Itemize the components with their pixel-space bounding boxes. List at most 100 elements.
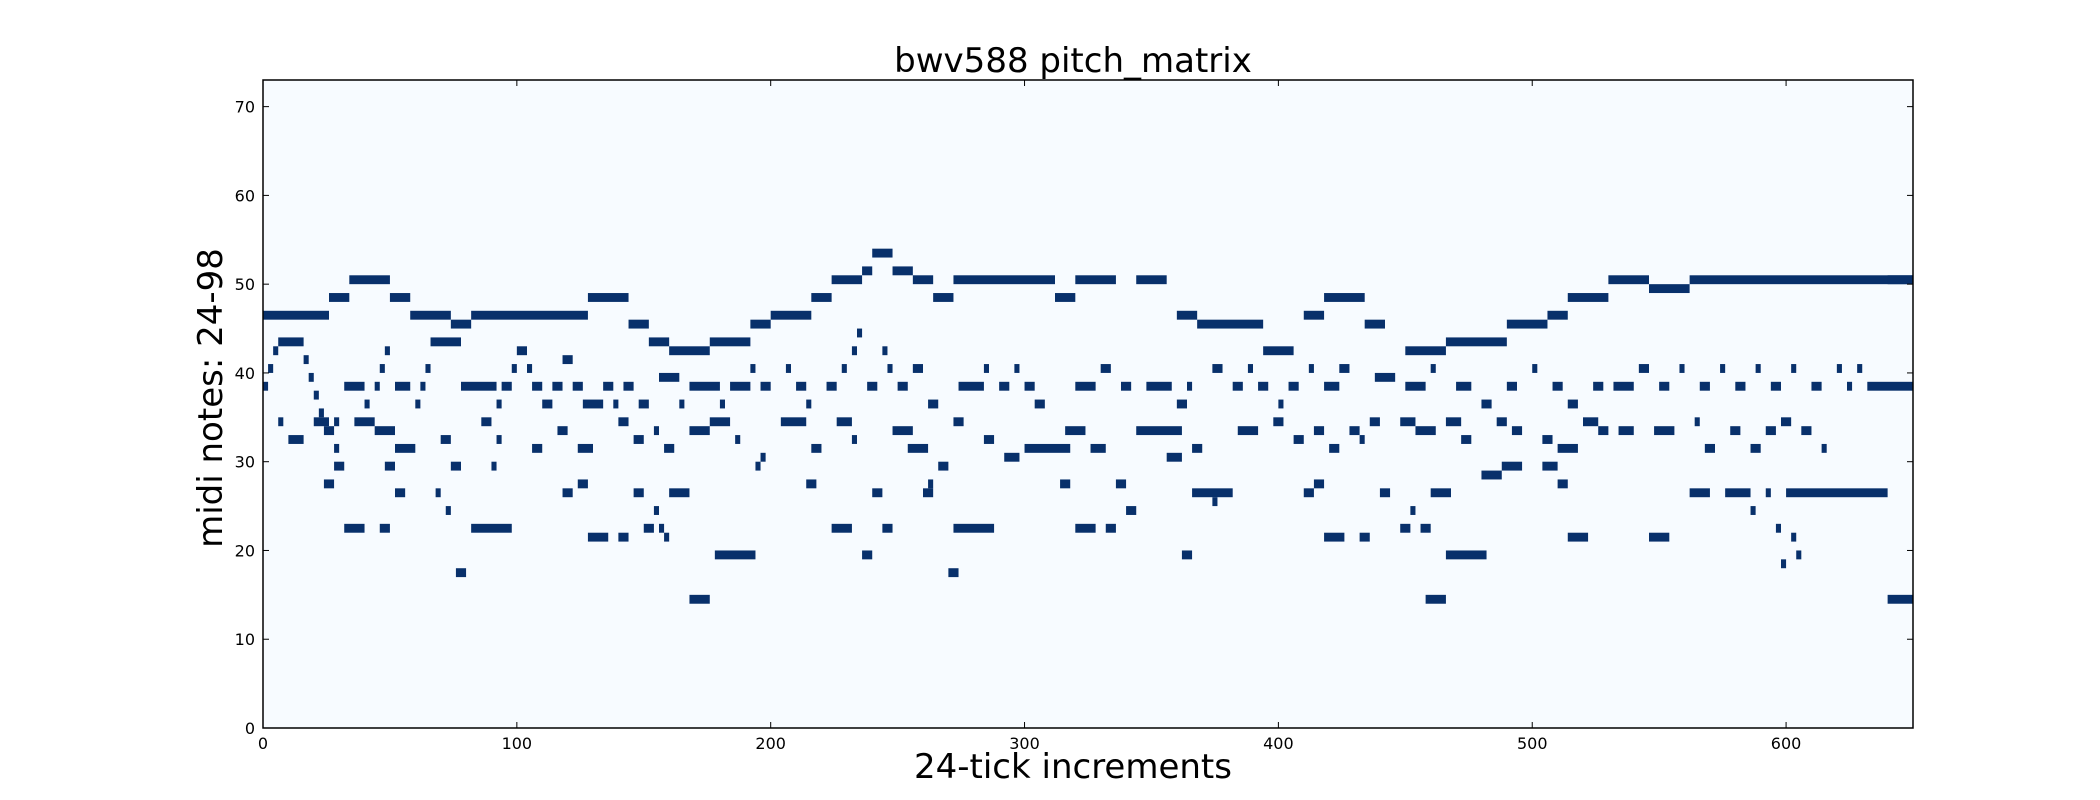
note-cell bbox=[714, 550, 756, 560]
note-cell bbox=[719, 399, 725, 409]
note-cell bbox=[1593, 381, 1604, 391]
x-tick-label: 300 bbox=[1009, 734, 1040, 753]
note-cell bbox=[1791, 532, 1797, 542]
note-cell bbox=[1303, 488, 1314, 498]
note-cell bbox=[1659, 381, 1670, 391]
note-cell bbox=[1775, 523, 1781, 533]
note-cell bbox=[1511, 426, 1523, 436]
note-cell bbox=[445, 506, 451, 515]
note-cell bbox=[643, 523, 654, 533]
note-cell bbox=[1187, 381, 1193, 391]
chart-title: bwv588 pitch_matrix bbox=[894, 41, 1252, 81]
note-cell bbox=[613, 399, 619, 409]
note-cell bbox=[1090, 443, 1106, 453]
note-cell bbox=[892, 266, 913, 276]
note-cell bbox=[1273, 417, 1284, 427]
note-cell bbox=[1181, 550, 1193, 560]
note-cell bbox=[653, 426, 659, 436]
note-cell bbox=[1313, 426, 1325, 436]
note-cell bbox=[1060, 479, 1071, 489]
note-cell bbox=[278, 417, 284, 427]
note-cell bbox=[1618, 426, 1634, 436]
x-tick-label: 600 bbox=[1771, 734, 1802, 753]
note-cell bbox=[653, 506, 659, 515]
note-cell bbox=[618, 532, 629, 542]
note-cell bbox=[958, 381, 984, 391]
note-cell bbox=[867, 381, 878, 391]
note-cell bbox=[532, 381, 543, 391]
note-cell bbox=[1887, 594, 1913, 604]
note-cell bbox=[501, 381, 512, 391]
note-cell bbox=[1786, 488, 1888, 498]
note-cell bbox=[313, 390, 319, 400]
note-cell bbox=[1456, 381, 1472, 391]
note-cell bbox=[659, 523, 665, 533]
note-cells bbox=[263, 248, 1913, 604]
note-cell bbox=[1836, 364, 1842, 373]
note-cell bbox=[384, 461, 395, 471]
note-cell bbox=[953, 275, 1055, 285]
y-axis-label: midi notes: 24-98 bbox=[191, 248, 231, 548]
note-cell bbox=[1405, 381, 1426, 391]
note-cell bbox=[1237, 426, 1259, 436]
note-cell bbox=[1689, 275, 1913, 285]
note-cell bbox=[273, 346, 279, 356]
y-tick-label: 20 bbox=[235, 541, 255, 560]
note-cell bbox=[659, 372, 680, 382]
note-cell bbox=[1501, 461, 1523, 471]
note-cell bbox=[907, 443, 929, 453]
note-cell bbox=[862, 266, 873, 276]
note-cell bbox=[374, 426, 395, 436]
note-cell bbox=[806, 399, 812, 409]
note-cell bbox=[288, 435, 304, 444]
note-cell bbox=[948, 568, 959, 578]
note-cell bbox=[1887, 275, 1913, 285]
note-cell bbox=[826, 381, 837, 391]
note-cell bbox=[481, 417, 492, 427]
note-cell bbox=[471, 310, 588, 320]
note-cell bbox=[938, 461, 949, 471]
note-cell bbox=[268, 364, 274, 373]
note-cell bbox=[1506, 319, 1548, 329]
note-cell bbox=[364, 399, 370, 409]
note-cell bbox=[1359, 532, 1370, 542]
y-tick-label: 50 bbox=[235, 275, 255, 294]
note-cell bbox=[689, 381, 720, 391]
note-cell bbox=[1379, 488, 1391, 498]
note-cell bbox=[496, 435, 502, 444]
note-cell bbox=[1532, 364, 1538, 373]
note-cell bbox=[709, 417, 731, 427]
plot-area bbox=[262, 79, 1914, 729]
y-tick-label: 70 bbox=[235, 98, 255, 117]
plot-frame bbox=[262, 79, 1914, 729]
note-cell bbox=[379, 364, 385, 373]
note-cell bbox=[1557, 479, 1568, 489]
note-cell bbox=[1725, 488, 1751, 498]
note-cell bbox=[841, 364, 847, 373]
note-cell bbox=[770, 310, 812, 320]
note-cell bbox=[1308, 364, 1314, 373]
note-cell bbox=[811, 293, 832, 302]
note-cell bbox=[1583, 417, 1599, 427]
note-cell bbox=[735, 435, 741, 444]
note-cell bbox=[1811, 381, 1822, 391]
note-cell bbox=[415, 399, 421, 409]
note-cell bbox=[1004, 452, 1020, 462]
note-cell bbox=[577, 479, 588, 489]
note-cell bbox=[1324, 293, 1365, 302]
note-cell bbox=[882, 346, 888, 356]
note-cell bbox=[587, 532, 609, 542]
note-cell bbox=[953, 417, 964, 427]
note-cell bbox=[1136, 275, 1167, 285]
note-cell bbox=[420, 381, 426, 391]
note-cell bbox=[1166, 452, 1182, 462]
note-cell bbox=[1400, 523, 1411, 533]
note-cell bbox=[1481, 399, 1492, 409]
note-cell bbox=[1034, 399, 1045, 409]
note-cell bbox=[664, 532, 670, 542]
note-cell bbox=[1410, 506, 1416, 515]
note-cell bbox=[1567, 399, 1578, 409]
note-cell bbox=[1430, 488, 1451, 498]
y-axis: 0 10 20 30 40 50 60 70 bbox=[235, 98, 1913, 738]
